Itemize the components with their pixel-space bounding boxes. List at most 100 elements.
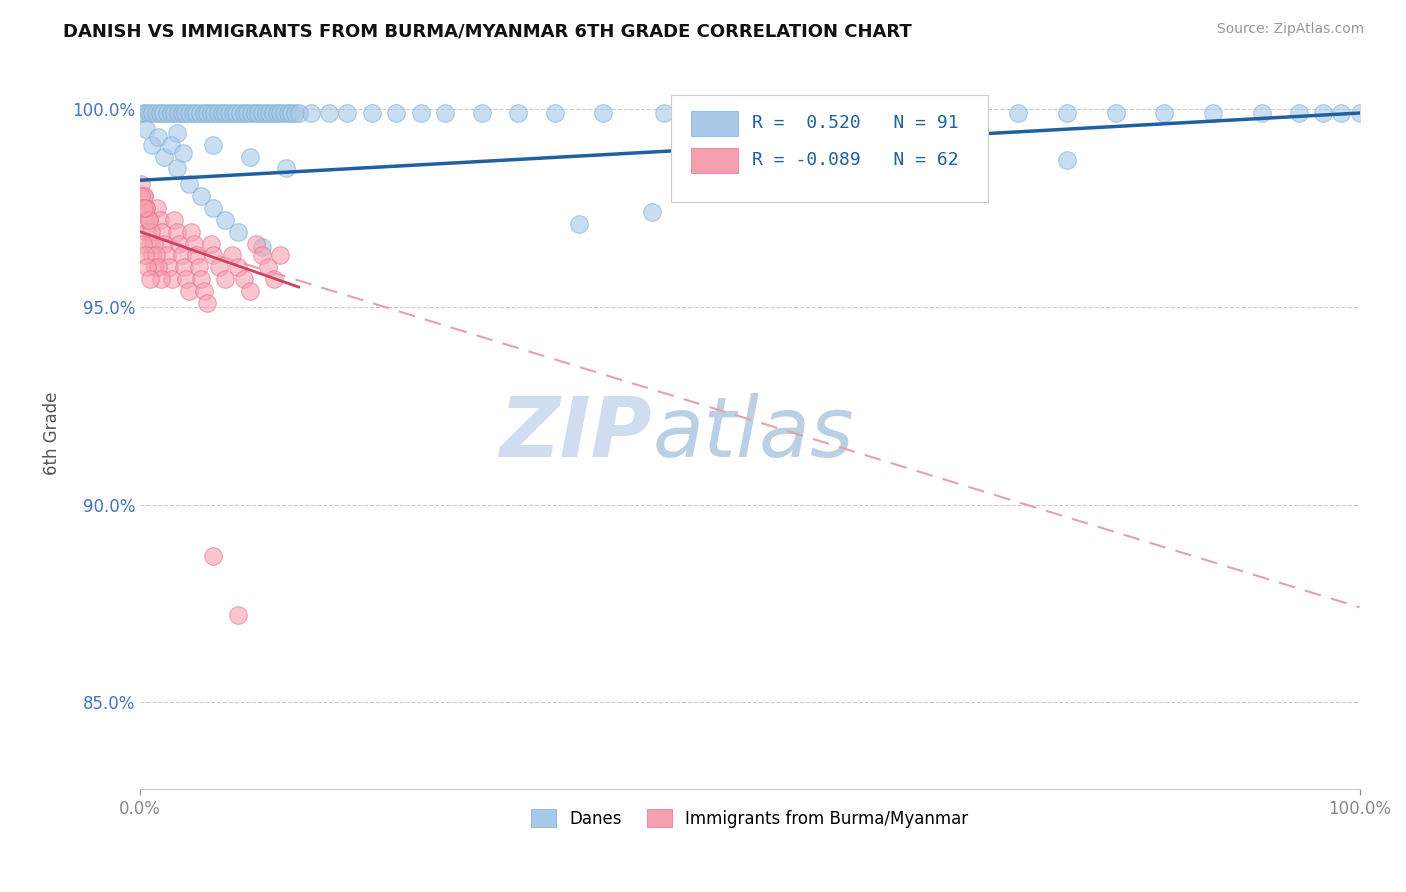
Point: [177, 106, 200, 120]
Point: [273, 106, 295, 120]
Point: [204, 106, 226, 120]
Point: [131, 236, 153, 251]
Point: [568, 217, 591, 231]
Point: [232, 272, 254, 286]
Point: [150, 225, 173, 239]
Point: [287, 106, 309, 120]
Point: [131, 201, 153, 215]
Point: [132, 189, 155, 203]
Text: R = -0.089   N = 62: R = -0.089 N = 62: [752, 151, 959, 169]
Point: [1330, 106, 1353, 120]
Point: [239, 149, 262, 163]
Text: atlas: atlas: [652, 392, 853, 474]
Point: [159, 106, 181, 120]
Point: [1104, 106, 1126, 120]
Point: [141, 248, 163, 262]
Point: [138, 212, 160, 227]
Point: [193, 106, 215, 120]
Bar: [692, 148, 738, 173]
Point: [134, 106, 156, 120]
Point: [177, 178, 200, 192]
Point: [276, 161, 298, 176]
Point: [180, 225, 202, 239]
Point: [166, 225, 188, 239]
Point: [186, 248, 208, 262]
Point: [170, 248, 193, 262]
Point: [195, 296, 218, 310]
Point: [149, 212, 172, 227]
Point: [131, 106, 153, 120]
Point: [177, 284, 200, 298]
Point: [208, 260, 231, 275]
Point: [136, 260, 159, 275]
Point: [1056, 153, 1078, 168]
Point: [214, 106, 236, 120]
Point: [153, 236, 176, 251]
Point: [139, 225, 162, 239]
Point: [166, 161, 188, 176]
Point: [385, 106, 408, 120]
Point: [506, 106, 529, 120]
Point: [145, 106, 167, 120]
Text: R =  0.520   N = 91: R = 0.520 N = 91: [752, 114, 959, 132]
Point: [336, 106, 359, 120]
Point: [207, 106, 229, 120]
Point: [222, 106, 245, 120]
Point: [259, 106, 281, 120]
Point: [145, 248, 167, 262]
Point: [149, 106, 172, 120]
Point: [190, 189, 212, 203]
Point: [131, 178, 153, 192]
Point: [200, 236, 222, 251]
Point: [873, 106, 896, 120]
Point: [148, 260, 170, 275]
Point: [245, 236, 267, 251]
Point: [243, 106, 266, 120]
Point: [1251, 106, 1274, 120]
Point: [138, 106, 160, 120]
Point: [800, 178, 823, 192]
Point: [262, 106, 284, 120]
Point: [247, 106, 270, 120]
Point: [1312, 106, 1334, 120]
Point: [188, 106, 211, 120]
Point: [156, 248, 179, 262]
Point: [134, 212, 156, 227]
Point: [163, 106, 186, 120]
Point: [152, 106, 174, 120]
Point: [800, 106, 823, 120]
Point: [138, 212, 160, 227]
Point: [277, 106, 299, 120]
Point: [641, 205, 664, 219]
Point: [132, 201, 155, 215]
Point: [433, 106, 456, 120]
Point: [1288, 106, 1310, 120]
Point: [170, 106, 193, 120]
Point: [254, 106, 277, 120]
Point: [226, 225, 249, 239]
Point: [592, 106, 614, 120]
Point: [225, 106, 247, 120]
Point: [142, 236, 165, 251]
Point: [269, 106, 291, 120]
Point: [149, 272, 172, 286]
Point: [135, 201, 157, 215]
Point: [214, 272, 236, 286]
Point: [135, 121, 157, 136]
Point: [946, 106, 969, 120]
Point: [139, 272, 162, 286]
Point: [232, 106, 254, 120]
Point: [186, 106, 208, 120]
Point: [202, 549, 225, 563]
Point: [211, 106, 233, 120]
Point: [157, 260, 180, 275]
Point: [181, 106, 204, 120]
Point: [250, 106, 273, 120]
Text: Source: ZipAtlas.com: Source: ZipAtlas.com: [1216, 22, 1364, 37]
Point: [218, 106, 240, 120]
Point: [239, 284, 262, 298]
Point: [195, 106, 218, 120]
Point: [187, 260, 209, 275]
Point: [1056, 106, 1078, 120]
Point: [156, 106, 179, 120]
